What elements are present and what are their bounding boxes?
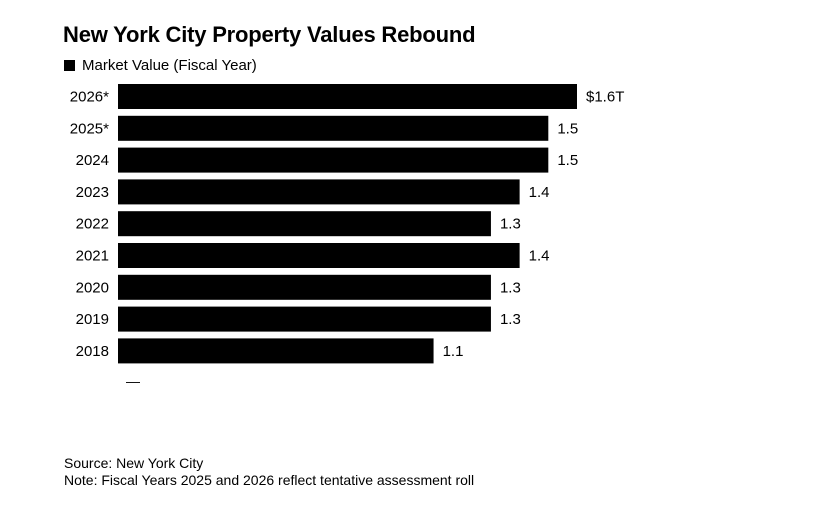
legend-swatch <box>64 60 75 71</box>
value-label: 1.3 <box>500 216 521 233</box>
bar <box>118 115 549 141</box>
bar <box>118 84 577 109</box>
bar <box>118 147 549 173</box>
bar <box>118 306 491 332</box>
category-label: 2025* <box>70 120 109 137</box>
value-label: 1.3 <box>500 279 521 296</box>
source-note: Source: New York City <box>64 455 204 471</box>
footnote: Note: Fiscal Years 2025 and 2026 reflect… <box>64 472 475 488</box>
bar <box>118 179 520 205</box>
value-label: 1.4 <box>529 184 550 201</box>
category-label: 2024 <box>76 152 109 169</box>
value-label: 1.5 <box>557 120 578 137</box>
category-label: 2019 <box>76 311 109 328</box>
value-label: 1.3 <box>500 311 521 328</box>
category-label: 2020 <box>76 279 109 296</box>
bar <box>118 243 520 268</box>
axis-tick-label: — <box>126 373 140 389</box>
category-label: 2018 <box>76 343 109 360</box>
category-label: 2021 <box>76 248 109 265</box>
category-label: 2022 <box>76 216 109 233</box>
value-label: 1.1 <box>443 343 464 360</box>
bar <box>118 338 434 364</box>
bar <box>118 211 491 237</box>
chart-title: New York City Property Values Rebound <box>63 22 476 47</box>
value-label: 1.5 <box>557 152 578 169</box>
category-label: 2026* <box>70 89 109 106</box>
value-label: $1.6T <box>586 89 624 106</box>
bar-chart: 2026* $1.6T 2025* 1.5 2024 1.5 2023 1.4 2022 1.3 2… <box>70 84 624 389</box>
value-label: 1.4 <box>529 248 550 265</box>
bar <box>118 274 491 300</box>
legend-label: Market Value (Fiscal Year) <box>82 57 257 74</box>
category-label: 2023 <box>76 184 109 201</box>
legend: Market Value (Fiscal Year) <box>64 57 257 74</box>
